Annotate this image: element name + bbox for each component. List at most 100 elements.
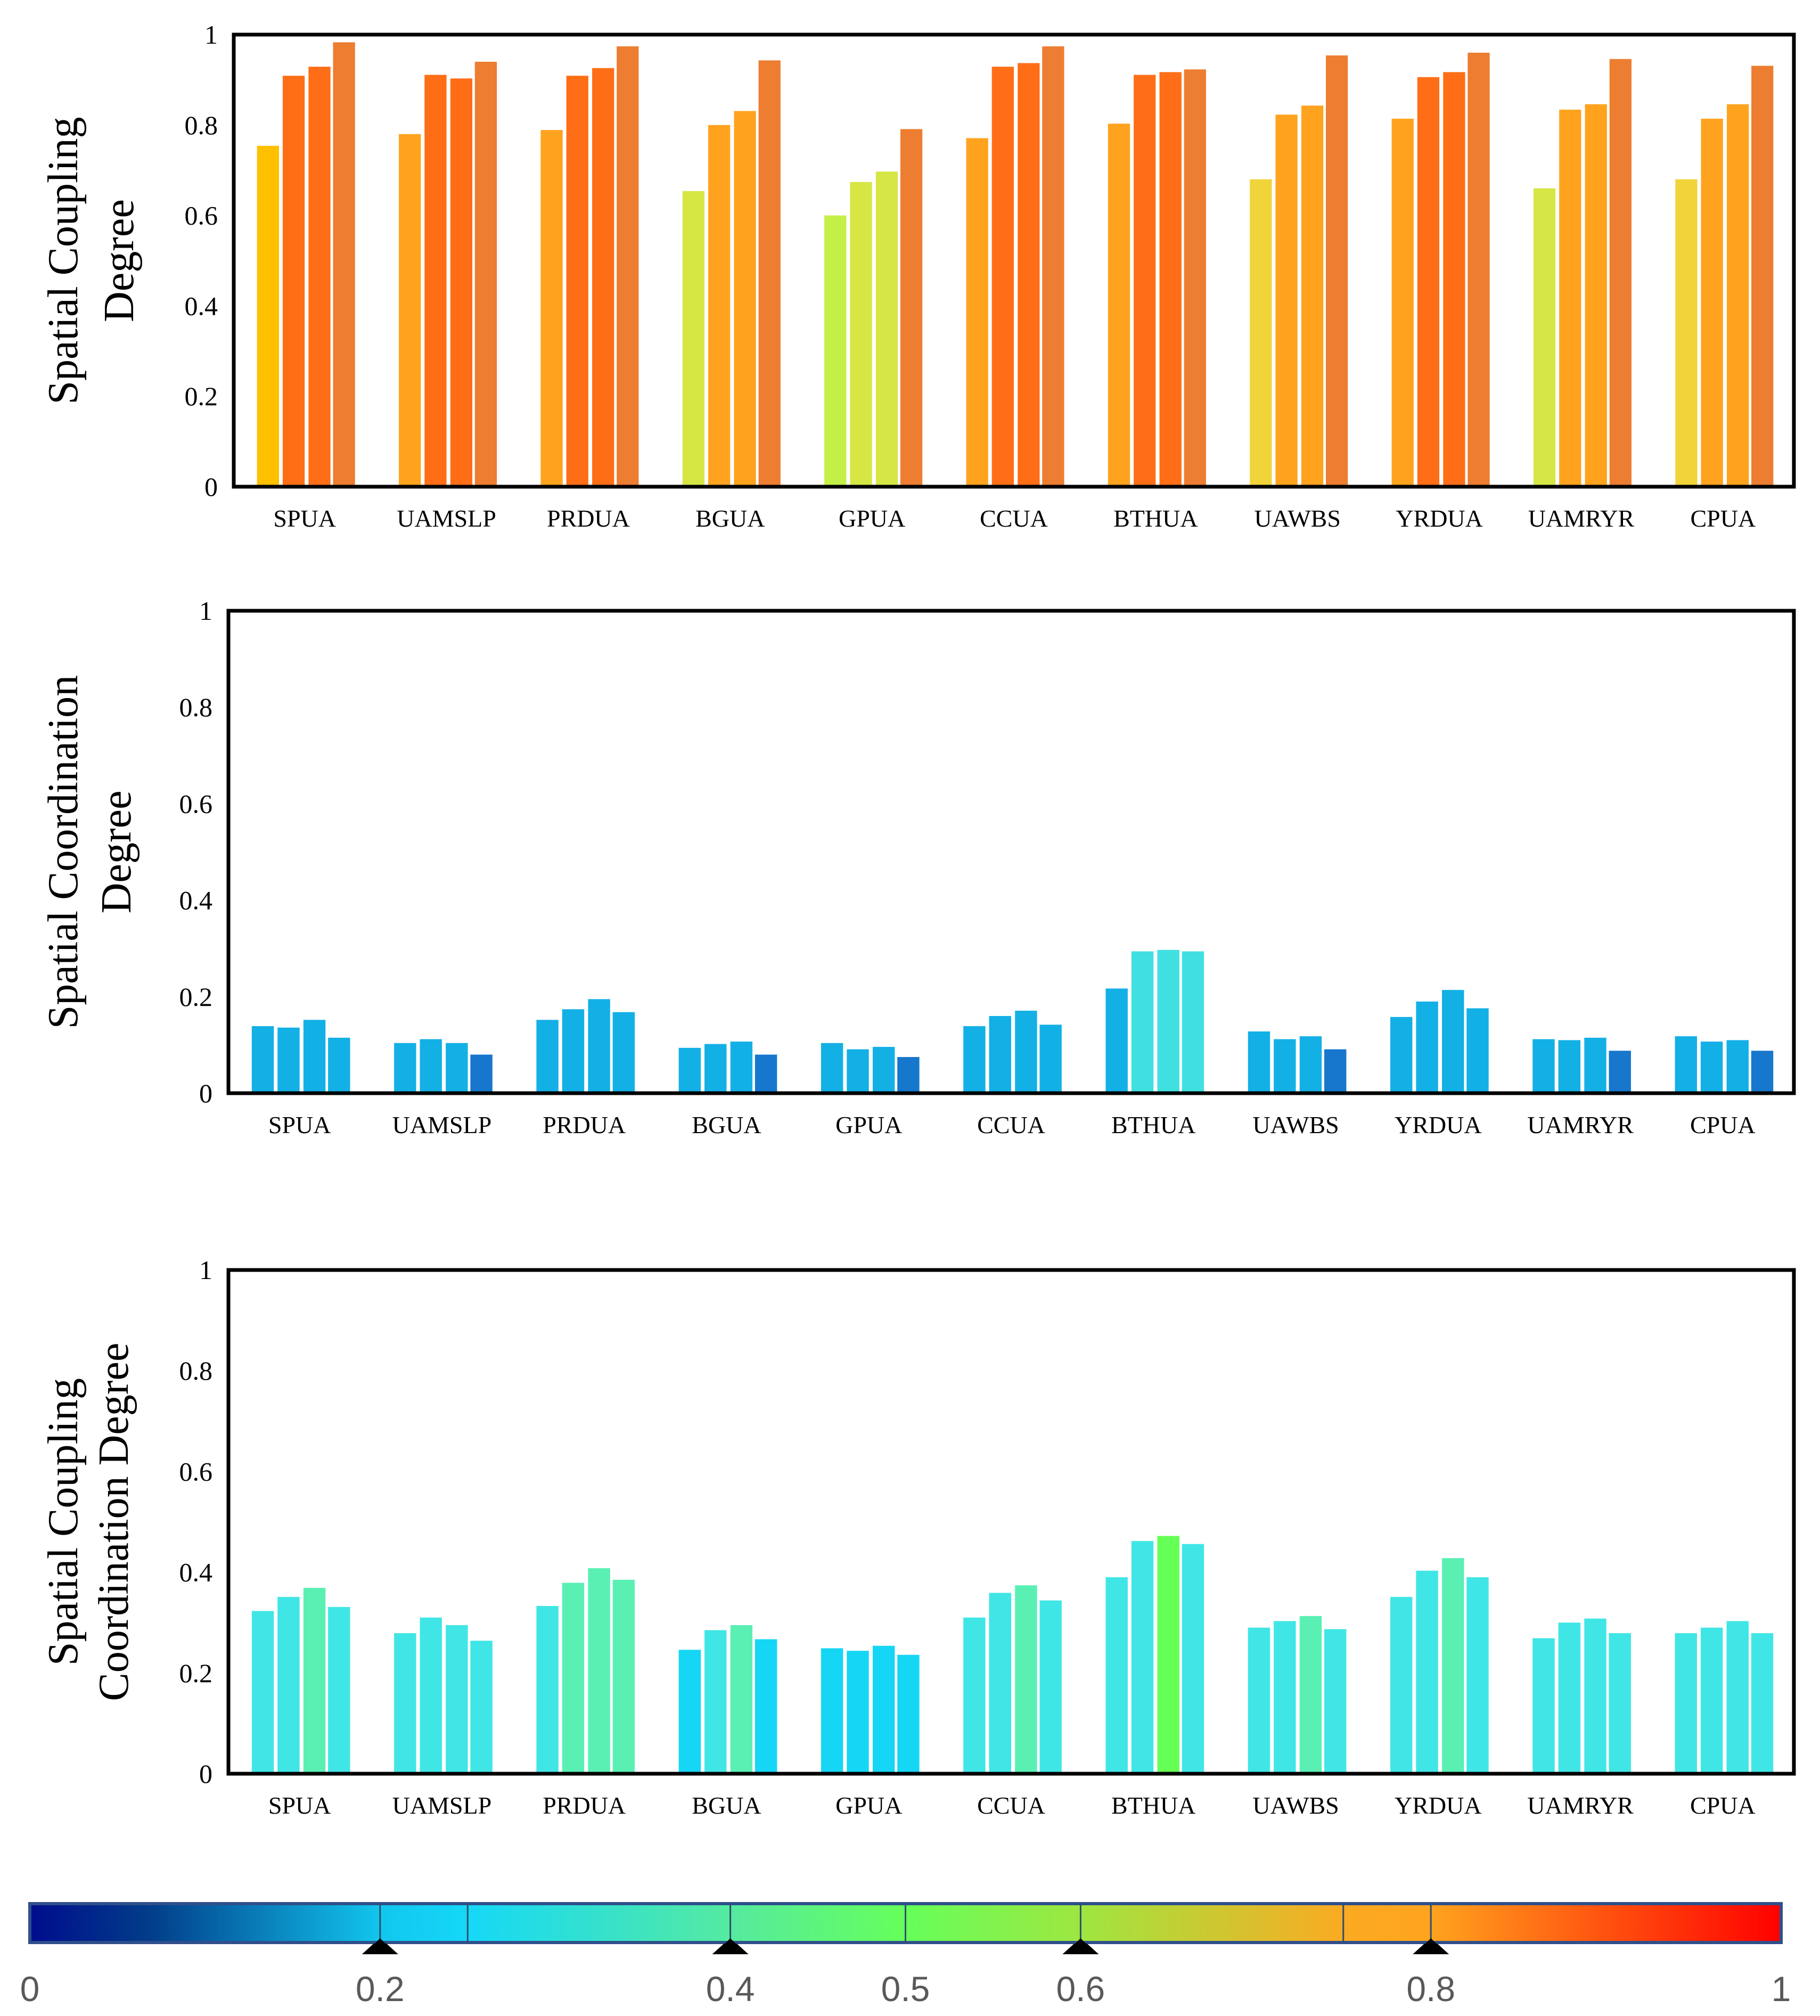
y-tick-label: 1 (199, 596, 212, 626)
y-tick-label: 0.4 (185, 291, 218, 321)
y-axis-title: Spatial Coordination (40, 675, 87, 1029)
x-tick-label: UAMRYR (1528, 505, 1635, 532)
bar (1584, 1037, 1606, 1093)
x-tick-label: UAMSLP (392, 1111, 492, 1138)
plot-frame (226, 1268, 1796, 1776)
bar (1558, 1622, 1581, 1774)
bar (474, 61, 497, 487)
bar (562, 1583, 585, 1774)
y-tick-label: 0.6 (179, 789, 213, 818)
bar (1042, 46, 1064, 487)
x-tick-label: CPUA (1690, 1111, 1756, 1138)
y-tick-label: 0.4 (179, 886, 213, 915)
bar (1701, 118, 1723, 487)
bar (1700, 1627, 1723, 1774)
marker-triangle-icon (1062, 1944, 1099, 1954)
bar (1390, 1596, 1413, 1774)
bar (251, 1611, 274, 1774)
marker-triangle-tip (725, 1938, 736, 1944)
x-tick-label: CCUA (977, 1792, 1045, 1819)
bar (1442, 1558, 1464, 1774)
bar (1675, 1633, 1697, 1774)
bar (1159, 72, 1182, 487)
x-tick-label: PRDUA (543, 1111, 626, 1138)
bar (1299, 1036, 1322, 1093)
x-tick-label: CCUA (977, 1111, 1045, 1138)
bar (758, 60, 781, 487)
y-axis-title: Degree (93, 791, 140, 914)
y-tick-label: 1 (204, 20, 218, 50)
bar (755, 1054, 777, 1093)
bar (540, 130, 563, 487)
bar (850, 182, 872, 487)
bar (872, 1047, 895, 1093)
bar (394, 1043, 416, 1093)
bar (470, 1641, 493, 1774)
bar (847, 1049, 869, 1093)
x-tick-label: UAWBS (1252, 1792, 1339, 1819)
bar (963, 1617, 986, 1774)
bar (1131, 1540, 1154, 1774)
bar (682, 191, 705, 487)
y-tick-label: 0 (199, 1078, 212, 1108)
bar (678, 1047, 701, 1093)
bar (1466, 1008, 1489, 1093)
bar (821, 1043, 843, 1093)
bar (1466, 1577, 1489, 1774)
colorbar-tick-label: 0.8 (1406, 1969, 1455, 2009)
bar (1609, 59, 1632, 487)
bar (1301, 105, 1324, 487)
bar (1609, 1633, 1631, 1774)
bar (1609, 1051, 1631, 1093)
bar (612, 1012, 635, 1093)
bar (1416, 1570, 1438, 1774)
plot-frame (232, 32, 1796, 489)
bar (1585, 104, 1607, 487)
bar (562, 1009, 585, 1093)
colorbar-tick-label: 0.4 (706, 1969, 755, 2009)
bar (897, 1057, 920, 1093)
bar (1248, 1031, 1270, 1093)
y-tick-label: 0.2 (179, 982, 213, 1012)
bar (1559, 109, 1581, 487)
y-axis-title: Spatial Coupling (40, 1378, 87, 1666)
x-tick-label: UAMSLP (397, 505, 496, 532)
bar (847, 1651, 869, 1774)
bar (1134, 75, 1156, 487)
colorbar-tick-label: 0.5 (881, 1969, 930, 2009)
x-tick-label: BGUA (695, 505, 765, 532)
y-tick-label: 0.6 (179, 1456, 213, 1486)
bar (821, 1648, 843, 1774)
marker-triangle-tip (374, 1938, 386, 1944)
bar (420, 1039, 442, 1093)
bar (872, 1645, 895, 1774)
bar (963, 1026, 986, 1093)
bar (612, 1579, 635, 1774)
bar (900, 129, 923, 487)
bar (1184, 69, 1206, 487)
bar (303, 1020, 326, 1093)
bar (1039, 1025, 1062, 1093)
bar (1105, 1577, 1128, 1774)
x-tick-label: YRDUA (1396, 505, 1483, 532)
colorbar-tick-label: 0 (20, 1969, 40, 2009)
x-tick-label: YRDUA (1395, 1792, 1482, 1819)
bar (1274, 1039, 1296, 1093)
marker-triangle-icon (712, 1944, 749, 1954)
bar (1182, 1544, 1204, 1774)
bar (424, 75, 447, 487)
bar (1274, 1621, 1296, 1774)
y-axis-title: Degree (96, 199, 143, 322)
marker-triangle-icon (1413, 1944, 1449, 1954)
bar (328, 1037, 350, 1093)
bar (450, 78, 473, 487)
bar (1391, 118, 1414, 487)
y-tick-label: 0 (199, 1759, 212, 1789)
bar (1039, 1600, 1062, 1774)
x-tick-label: GPUA (835, 1111, 902, 1138)
bar (704, 1630, 727, 1774)
bar (1105, 988, 1128, 1093)
x-tick-label: UAMRYR (1527, 1792, 1634, 1819)
bar (1131, 951, 1154, 1093)
x-tick-label: UAMSLP (392, 1792, 492, 1819)
